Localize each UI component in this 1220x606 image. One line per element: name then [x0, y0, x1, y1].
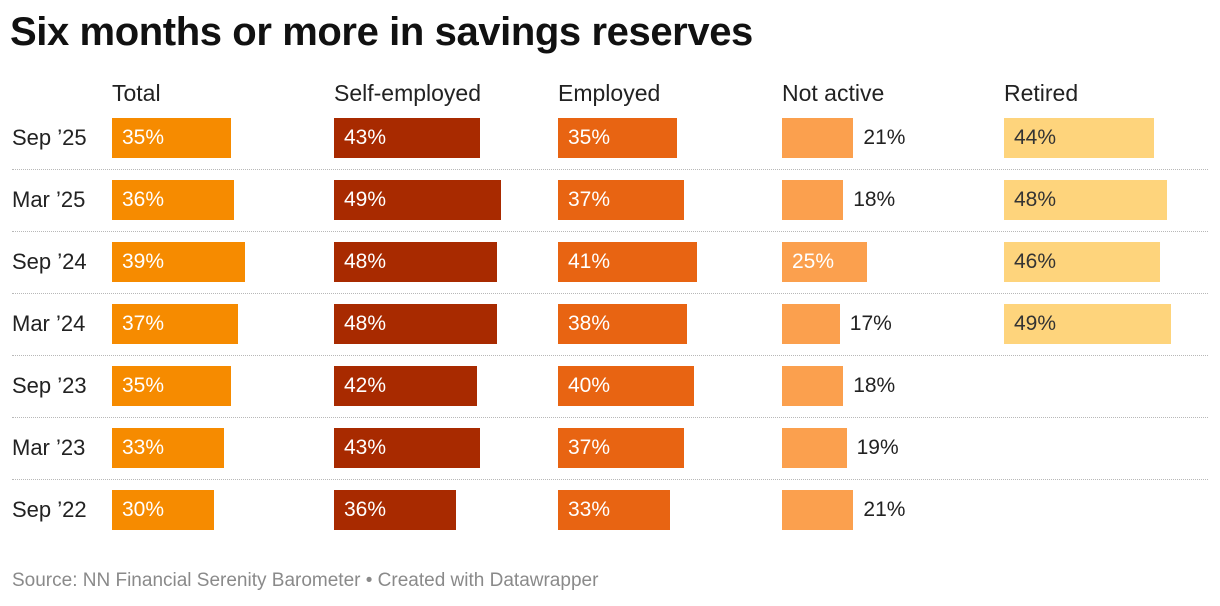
- row-label: Mar ’23: [12, 435, 86, 460]
- bar-not-active: [782, 242, 867, 282]
- bar-self-employed: [334, 490, 457, 530]
- column-header-self-employed: Self-employed: [334, 80, 482, 106]
- bar-self-employed: [334, 180, 501, 220]
- data-label: 49%: [1014, 312, 1057, 335]
- row-label: Sep ’25: [12, 125, 87, 150]
- row-label: Sep ’24: [12, 249, 87, 274]
- bar-self-employed: [334, 118, 481, 158]
- data-label: 35%: [122, 126, 165, 149]
- data-label: 35%: [568, 126, 611, 149]
- bar-retired: [1004, 242, 1161, 282]
- bar-total: [112, 304, 238, 344]
- bar-self-employed: [334, 304, 498, 344]
- bar-self-employed: [334, 428, 481, 468]
- data-label: 38%: [568, 312, 611, 335]
- row-label: Mar ’24: [12, 311, 86, 336]
- bar-total: [112, 490, 214, 530]
- bar-self-employed: [334, 366, 477, 406]
- data-label: 21%: [863, 498, 906, 521]
- data-label: 37%: [122, 312, 165, 335]
- row-label: Mar ’25: [12, 187, 86, 212]
- data-label: 43%: [344, 436, 387, 459]
- bar-employed: [558, 304, 688, 344]
- bar-total: [112, 366, 231, 406]
- source-note: Source: NN Financial Serenity Barometer …: [12, 570, 599, 591]
- row-separator: [12, 417, 1208, 418]
- bar-total: [112, 118, 231, 158]
- data-label: 37%: [568, 188, 611, 211]
- bar-retired: [1004, 180, 1168, 220]
- data-label: 42%: [344, 374, 387, 397]
- bar-employed: [558, 428, 684, 468]
- bar-employed: [558, 490, 671, 530]
- column-header-retired: Retired: [1004, 80, 1079, 106]
- data-label: 19%: [856, 436, 899, 459]
- data-label: 25%: [792, 250, 835, 273]
- bar-not-active: [782, 366, 844, 406]
- data-label: 49%: [344, 188, 387, 211]
- data-label: 46%: [1014, 250, 1057, 273]
- data-label: 39%: [122, 250, 165, 273]
- row-label: Sep ’22: [12, 497, 87, 522]
- bar-total: [112, 242, 245, 282]
- column-header-employed: Employed: [558, 80, 661, 106]
- row-separator: [12, 169, 1208, 170]
- data-label: 43%: [344, 126, 387, 149]
- chart-title: Six months or more in savings reserves: [10, 10, 753, 54]
- data-label: 48%: [344, 250, 387, 273]
- row-label: Sep ’23: [12, 373, 87, 398]
- data-label: 30%: [122, 498, 165, 521]
- bar-not-active: [782, 118, 854, 158]
- bar-retired: [1004, 304, 1171, 344]
- column-header-total: Total: [112, 80, 161, 106]
- data-label: 35%: [122, 374, 165, 397]
- data-label: 21%: [863, 126, 906, 149]
- data-label: 33%: [122, 436, 165, 459]
- bar-not-active: [782, 490, 854, 530]
- row-separator: [12, 355, 1208, 356]
- data-label: 18%: [853, 374, 896, 397]
- data-label: 48%: [1014, 188, 1057, 211]
- data-label: 33%: [568, 498, 611, 521]
- bar-retired: [1004, 118, 1154, 158]
- row-separator: [12, 293, 1208, 294]
- data-label: 36%: [344, 498, 387, 521]
- data-label: 41%: [568, 250, 611, 273]
- bar-not-active: [782, 304, 840, 344]
- bar-total: [112, 428, 225, 468]
- bar-employed: [558, 118, 677, 158]
- bar-not-active: [782, 428, 847, 468]
- bar-self-employed: [334, 242, 498, 282]
- row-separator: [12, 231, 1208, 232]
- data-label: 18%: [853, 188, 896, 211]
- row-separator: [12, 479, 1208, 480]
- bar-employed: [558, 242, 698, 282]
- bar-employed: [558, 180, 684, 220]
- bar-employed: [558, 366, 694, 406]
- column-header-not-active: Not active: [782, 80, 885, 106]
- data-label: 48%: [344, 312, 387, 335]
- data-label: 17%: [849, 312, 892, 335]
- bar-not-active: [782, 180, 844, 220]
- bar-total: [112, 180, 235, 220]
- data-label: 40%: [568, 374, 611, 397]
- data-label: 37%: [568, 436, 611, 459]
- data-label: 44%: [1014, 126, 1057, 149]
- data-label: 36%: [122, 188, 165, 211]
